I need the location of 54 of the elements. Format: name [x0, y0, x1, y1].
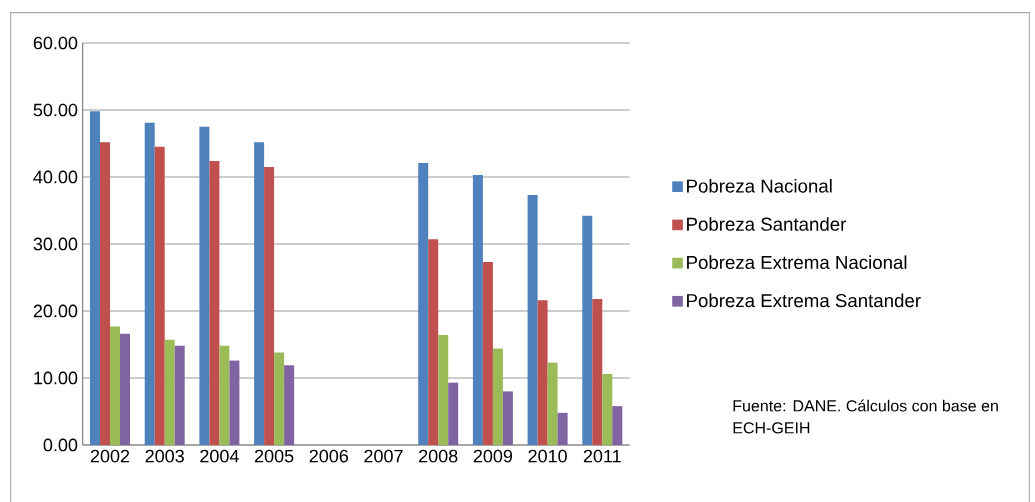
bar — [582, 215, 593, 445]
bar — [199, 126, 210, 445]
y-tick-label: 20.00 — [33, 304, 78, 318]
bar — [527, 195, 538, 445]
bar — [274, 352, 285, 445]
bar — [284, 365, 295, 445]
bar — [100, 142, 111, 445]
x-tick-label: 2003 — [145, 449, 184, 463]
bar — [472, 174, 483, 445]
bar — [428, 239, 439, 445]
bar — [154, 146, 165, 445]
bar — [264, 166, 275, 445]
y-tick-label: 0.00 — [43, 438, 78, 452]
x-tick-label: 2004 — [200, 449, 239, 463]
bar — [120, 333, 131, 445]
y-tick-label: 10.00 — [34, 371, 78, 385]
bar — [219, 345, 230, 445]
bar — [557, 412, 568, 445]
x-tick-label: 2010 — [528, 449, 567, 463]
bar — [164, 339, 175, 445]
bar — [448, 382, 459, 445]
legend-label: Pobreza Santander — [687, 217, 847, 231]
y-tick-label: 50.00 — [33, 103, 78, 117]
x-tick-label: 2006 — [309, 449, 349, 463]
y-tick-label: 30.00 — [33, 237, 78, 251]
bar — [144, 122, 155, 445]
y-tick-label: 40.00 — [33, 170, 78, 184]
bar — [418, 162, 429, 445]
bar — [90, 111, 101, 445]
legend-label: Pobreza Extrema Nacional — [687, 255, 907, 270]
bar — [547, 362, 558, 445]
source-note: Fuente: DANE. Cálculos con base en ECH-GEIH — [733, 399, 998, 434]
bar — [592, 298, 603, 445]
bar — [174, 345, 185, 445]
x-tick-label: 2005 — [254, 449, 294, 463]
x-tick-label: 2011 — [583, 449, 621, 463]
y-tick-label: 60.00 — [33, 36, 78, 50]
bar — [502, 391, 513, 445]
x-tick-label: 2008 — [419, 449, 458, 463]
bar — [602, 373, 613, 445]
bar — [492, 348, 503, 445]
x-tick-label: 2009 — [473, 449, 513, 463]
bar — [482, 262, 493, 445]
bar — [209, 160, 220, 445]
x-tick-label: 2007 — [364, 449, 403, 463]
bar — [110, 326, 121, 445]
bar — [537, 300, 548, 445]
bar — [254, 142, 265, 445]
legend-label: Pobreza Nacional — [687, 178, 832, 193]
x-tick-label: 2002 — [90, 449, 130, 463]
bar — [229, 360, 240, 445]
legend-label: Pobreza Extrema Santander — [687, 293, 921, 308]
bar — [438, 335, 449, 445]
bar — [612, 406, 623, 445]
